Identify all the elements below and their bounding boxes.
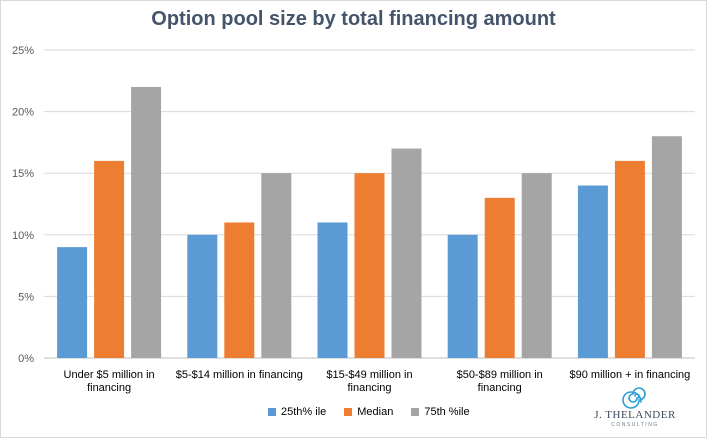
x-category-label: $5-$14 million in financing (176, 369, 303, 381)
bar-75th-ile-1 (261, 173, 292, 358)
y-tick-label: 0% (18, 353, 34, 365)
legend-swatch (268, 408, 276, 416)
bar-25th-ile-3 (447, 234, 478, 358)
company-logo: J. THELANDER CONSULTING (590, 382, 680, 432)
legend-item: 25th% ile (268, 406, 326, 418)
chart-title: Option pool size by total financing amou… (151, 8, 556, 30)
bar-median-0 (94, 160, 125, 358)
bar-median-1 (224, 222, 255, 358)
x-category-label: financing (347, 382, 391, 394)
logo-subtitle: CONSULTING (611, 422, 659, 428)
chart-legend: 25th% ile Median 75th %ile (268, 406, 470, 418)
legend-label: 25th% ile (281, 406, 327, 418)
y-tick-label: 5% (18, 291, 34, 303)
legend-swatch (344, 408, 353, 416)
bar-25th-ile-2 (317, 222, 348, 358)
bar-median-2 (354, 173, 385, 358)
logo-name: J. THELANDER (594, 409, 676, 421)
x-category-label: financing (87, 382, 131, 394)
bar-median-3 (484, 197, 515, 358)
legend-swatch (411, 408, 420, 416)
legend-item: 75th %ile (411, 406, 470, 418)
bar-25th-ile-4 (577, 185, 608, 358)
y-tick-label: 10% (12, 230, 34, 242)
x-category-label: $90 million + in financing (570, 369, 691, 381)
legend-item: Median (344, 406, 393, 418)
bar-25th-ile-0 (57, 247, 88, 358)
spiral-icon (622, 387, 646, 409)
x-category-label: Under $5 million in (64, 369, 155, 381)
bar-median-4 (614, 160, 645, 358)
x-category-label: financing (478, 382, 522, 394)
legend-label: Median (357, 406, 394, 418)
bar-75th-ile-3 (521, 173, 552, 358)
x-category-label: $50-$89 million in (457, 369, 543, 381)
legend-label: 75th %ile (424, 406, 470, 418)
y-tick-label: 25% (12, 45, 34, 57)
bar-75th-ile-4 (651, 136, 682, 358)
x-category-label: $15-$49 million in (326, 369, 412, 381)
bar-25th-ile-1 (187, 234, 218, 358)
bar-75th-ile-2 (391, 148, 422, 358)
y-tick-label: 20% (12, 107, 34, 119)
bar-75th-ile-0 (131, 86, 162, 359)
y-tick-label: 15% (12, 168, 34, 180)
